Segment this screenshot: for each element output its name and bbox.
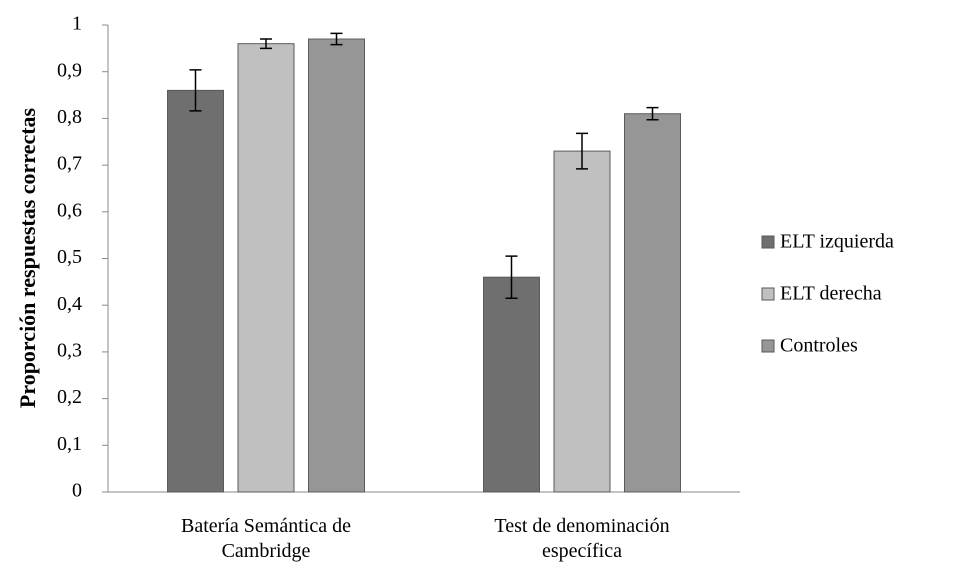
legend-label: ELT izquierda	[780, 231, 894, 253]
bar	[553, 150, 611, 493]
bar	[624, 113, 681, 493]
y-tick-label: 0,7	[57, 153, 82, 175]
error-bar	[505, 255, 518, 299]
bar	[237, 43, 295, 493]
error-bar	[189, 69, 202, 112]
x-tick-label: Test de denominación específica	[494, 515, 670, 562]
y-tick-label: 0,3	[57, 339, 82, 361]
error-bar	[646, 106, 659, 121]
y-tick-label: 0	[72, 480, 82, 502]
legend-swatch	[761, 287, 775, 301]
error-bar	[330, 32, 343, 46]
legend-swatch	[761, 339, 775, 353]
bar	[308, 38, 365, 493]
y-axis-label: Proporción respuestas correctas	[15, 107, 40, 408]
y-tick-label: 0,6	[57, 199, 82, 221]
y-tick-label: 0,9	[57, 59, 82, 81]
legend-swatch	[761, 235, 775, 249]
y-tick-label: 0,8	[57, 106, 82, 128]
legend-label: Controles	[780, 335, 858, 357]
bar	[167, 89, 224, 493]
error-bar	[576, 132, 588, 170]
y-tick-label: 0,5	[57, 246, 82, 268]
y-tick-label: 0,2	[57, 386, 82, 408]
y-tick-label: 1	[72, 13, 82, 35]
y-tick-label: 0,1	[57, 433, 82, 455]
x-tick-label: Batería Semántica de Cambridge	[181, 515, 351, 562]
y-tick-label: 0,4	[57, 293, 82, 315]
bar	[483, 276, 540, 493]
legend-label: ELT derecha	[780, 283, 882, 305]
error-bar	[260, 38, 272, 50]
